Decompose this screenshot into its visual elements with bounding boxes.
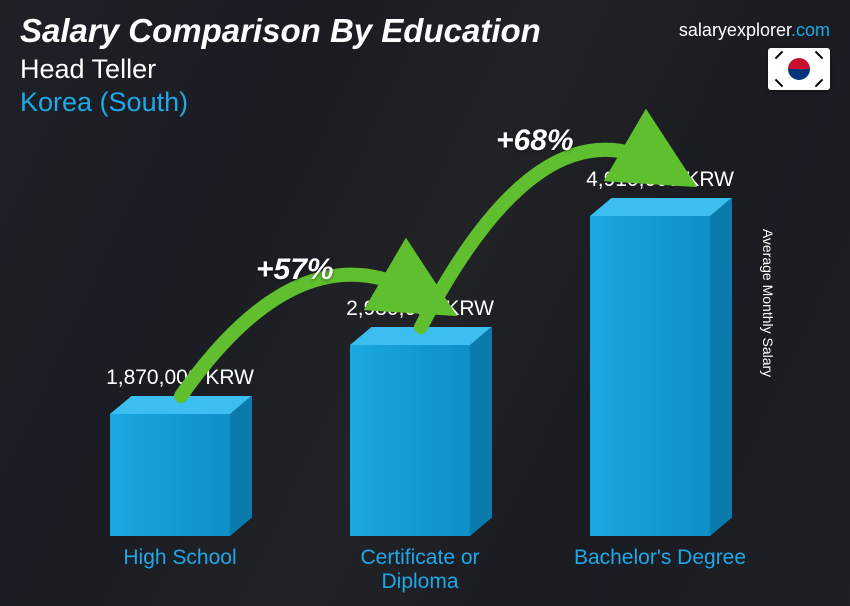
country-flag-icon bbox=[768, 48, 830, 90]
increase-percentage: +57% bbox=[256, 253, 334, 287]
bar-label: High School bbox=[80, 546, 280, 570]
chart-area: 1,870,000 KRWHigh School2,930,000 KRWCer… bbox=[40, 140, 790, 586]
source-tld: .com bbox=[791, 20, 830, 40]
bar-label: Certificate or Diploma bbox=[320, 546, 520, 594]
chart-subtitle: Head Teller bbox=[20, 54, 830, 85]
bar-value: 1,870,000 KRW bbox=[80, 366, 280, 390]
chart-location: Korea (South) bbox=[20, 87, 830, 118]
source-name: salaryexplorer bbox=[679, 20, 791, 40]
bar-label: Bachelor's Degree bbox=[560, 546, 760, 570]
bar-value: 4,910,000 KRW bbox=[560, 168, 760, 192]
increase-percentage: +68% bbox=[496, 124, 574, 158]
source-label: salaryexplorer.com bbox=[679, 20, 830, 41]
bar-value: 2,930,000 KRW bbox=[320, 297, 520, 321]
